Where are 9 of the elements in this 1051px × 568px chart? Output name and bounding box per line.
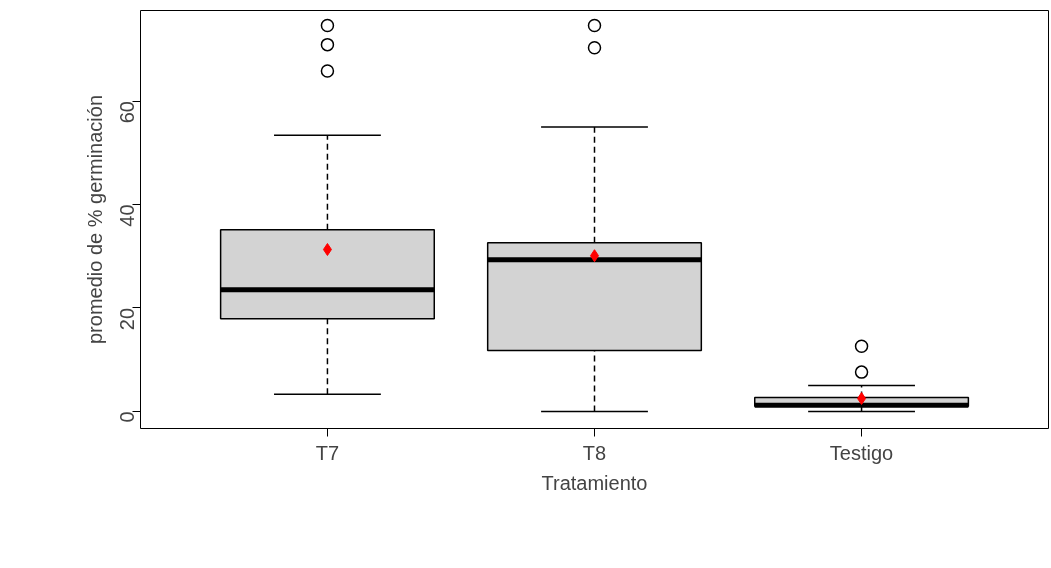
y-tick-label: 40 — [116, 204, 139, 227]
y-tick-label: 20 — [116, 307, 139, 331]
x-tick-label: T7 — [315, 441, 340, 464]
y-axis-title: promedio de % germinación — [83, 94, 106, 345]
x-tick-label: Testigo — [829, 441, 894, 464]
y-tick-label: 0 — [116, 411, 139, 423]
y-tick-label: 60 — [116, 101, 139, 124]
x-tick-label: T8 — [582, 441, 607, 464]
x-axis-title: Tratamiento — [541, 471, 648, 494]
